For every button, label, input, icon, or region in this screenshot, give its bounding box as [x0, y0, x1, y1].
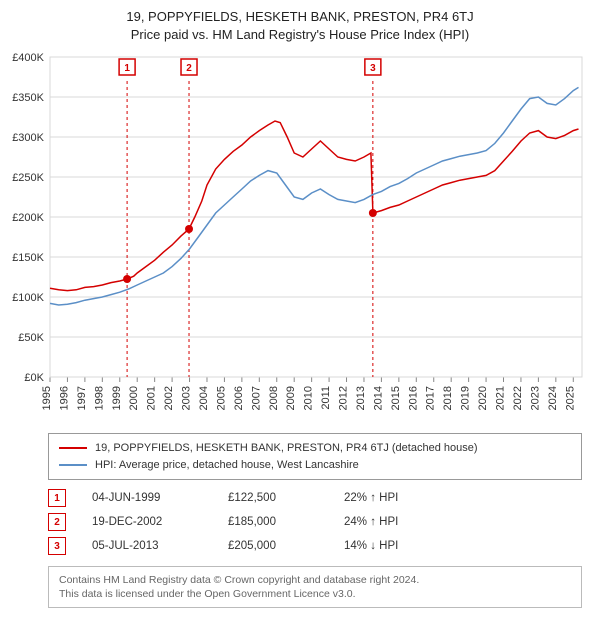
chart-container: 19, POPPYFIELDS, HESKETH BANK, PRESTON, …	[0, 0, 600, 608]
marker-price: £205,000	[228, 540, 318, 552]
svg-text:2014: 2014	[372, 386, 384, 410]
marker-badge: 2	[48, 513, 66, 531]
svg-text:1: 1	[124, 63, 130, 74]
legend-swatch	[59, 464, 87, 466]
marker-date: 04-JUN-1999	[92, 492, 202, 504]
svg-text:2003: 2003	[181, 386, 193, 410]
svg-text:1998: 1998	[93, 386, 105, 410]
svg-text:1999: 1999	[111, 386, 123, 410]
svg-text:2012: 2012	[338, 386, 350, 410]
legend-item: 19, POPPYFIELDS, HESKETH BANK, PRESTON, …	[59, 440, 571, 457]
svg-text:2013: 2013	[355, 386, 367, 410]
title-line-1: 19, POPPYFIELDS, HESKETH BANK, PRESTON, …	[10, 8, 590, 26]
legend-label: HPI: Average price, detached house, West…	[95, 457, 359, 474]
attribution-footer: Contains HM Land Registry data © Crown c…	[48, 566, 582, 608]
svg-text:2020: 2020	[477, 386, 489, 410]
svg-text:2010: 2010	[303, 386, 315, 410]
legend-item: HPI: Average price, detached house, West…	[59, 457, 571, 474]
svg-text:2000: 2000	[128, 386, 140, 410]
legend-swatch	[59, 447, 87, 449]
svg-text:2023: 2023	[529, 386, 541, 410]
marker-date: 05-JUL-2013	[92, 540, 202, 552]
svg-text:£100K: £100K	[12, 292, 44, 304]
marker-date: 19-DEC-2002	[92, 516, 202, 528]
svg-text:2001: 2001	[146, 386, 158, 410]
svg-text:2021: 2021	[495, 386, 507, 410]
svg-text:2002: 2002	[163, 386, 175, 410]
marker-row: 1 04-JUN-1999 £122,500 22% ↑ HPI	[48, 486, 582, 510]
svg-text:£0K: £0K	[24, 372, 44, 384]
svg-text:2025: 2025	[564, 386, 576, 410]
svg-text:2008: 2008	[268, 386, 280, 410]
svg-text:2007: 2007	[250, 386, 262, 410]
svg-text:2017: 2017	[425, 386, 437, 410]
marker-delta: 14% ↓ HPI	[344, 540, 444, 552]
svg-text:2005: 2005	[215, 386, 227, 410]
series-hpi	[50, 87, 579, 305]
plot-area: £0K £50K £100K £150K £200K £250K £300K £350K £40…	[0, 47, 600, 427]
svg-text:2006: 2006	[233, 386, 245, 410]
marker-row: 2 19-DEC-2002 £185,000 24% ↑ HPI	[48, 510, 582, 534]
svg-text:3: 3	[370, 63, 376, 74]
svg-text:2016: 2016	[407, 386, 419, 410]
svg-text:£50K: £50K	[18, 332, 44, 344]
marker-badge: 1	[48, 489, 66, 507]
legend: 19, POPPYFIELDS, HESKETH BANK, PRESTON, …	[48, 433, 582, 480]
svg-text:1996: 1996	[58, 386, 70, 410]
svg-text:2024: 2024	[547, 386, 559, 410]
svg-text:£400K: £400K	[12, 52, 44, 64]
svg-text:1995: 1995	[41, 386, 53, 410]
svg-text:£200K: £200K	[12, 212, 44, 224]
footer-line-1: Contains HM Land Registry data © Crown c…	[59, 573, 571, 587]
svg-text:2011: 2011	[320, 386, 332, 410]
svg-text:£350K: £350K	[12, 92, 44, 104]
svg-text:£250K: £250K	[12, 172, 44, 184]
svg-text:2004: 2004	[198, 386, 210, 410]
title-line-2: Price paid vs. HM Land Registry's House …	[10, 26, 590, 44]
legend-label: 19, POPPYFIELDS, HESKETH BANK, PRESTON, …	[95, 440, 478, 457]
svg-text:£300K: £300K	[12, 132, 44, 144]
footer-line-2: This data is licensed under the Open Gov…	[59, 587, 571, 601]
marker-price: £122,500	[228, 492, 318, 504]
svg-text:1997: 1997	[76, 386, 88, 410]
marker-delta: 24% ↑ HPI	[344, 516, 444, 528]
svg-text:2015: 2015	[390, 386, 402, 410]
marker-badge: 3	[48, 537, 66, 555]
marker-delta: 22% ↑ HPI	[344, 492, 444, 504]
line-chart-svg: £0K £50K £100K £150K £200K £250K £300K £350K £40…	[0, 47, 600, 427]
marker-price: £185,000	[228, 516, 318, 528]
svg-text:2019: 2019	[460, 386, 472, 410]
svg-text:2022: 2022	[512, 386, 524, 410]
marker-row: 3 05-JUL-2013 £205,000 14% ↓ HPI	[48, 534, 582, 558]
title-block: 19, POPPYFIELDS, HESKETH BANK, PRESTON, …	[0, 0, 600, 47]
svg-text:2018: 2018	[442, 386, 454, 410]
markers-table: 1 04-JUN-1999 £122,500 22% ↑ HPI 2 19-DEC-200…	[48, 486, 582, 558]
series-property	[50, 121, 579, 291]
svg-text:2009: 2009	[285, 386, 297, 410]
svg-text:£150K: £150K	[12, 252, 44, 264]
svg-text:2: 2	[186, 63, 192, 74]
